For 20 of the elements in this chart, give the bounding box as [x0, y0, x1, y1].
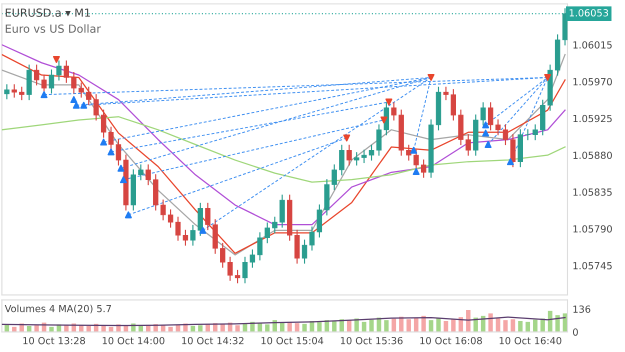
y-tick-label: 1.05745	[573, 262, 612, 270]
x-tick-label: 10 Oct 15:04	[262, 336, 324, 344]
y-tick-label: 1.05835	[573, 188, 612, 196]
y-tick-label: 1.05790	[573, 225, 612, 233]
y-tick-label: 1.05925	[573, 114, 612, 122]
x-tick-label: 10 Oct 14:00	[102, 336, 164, 344]
ref-line-label: 1.06053	[570, 9, 608, 17]
x-tick-label: 10 Oct 16:40	[500, 336, 562, 344]
x-tick-label: 10 Oct 16:08	[420, 336, 482, 344]
text: Euro vs US Dollar	[6, 24, 101, 33]
y-tick-label: 0	[573, 328, 578, 336]
y-tick-label: 136	[573, 305, 590, 313]
y-tick-label: 1.06015	[573, 41, 612, 49]
chart-title: EURUSD.a ▾ M1	[6, 8, 90, 17]
x-tick-label: 10 Oct 14:32	[182, 336, 244, 344]
y-tick-label: 1.05970	[573, 78, 612, 86]
chart-title: Volumes 4 MA(20) 5.7	[4, 304, 112, 314]
y-tick-label: 1.05880	[573, 152, 612, 159]
x-tick-label: 10 Oct 13:28	[23, 336, 85, 344]
x-tick-label: 10 Oct 15:36	[340, 336, 403, 344]
